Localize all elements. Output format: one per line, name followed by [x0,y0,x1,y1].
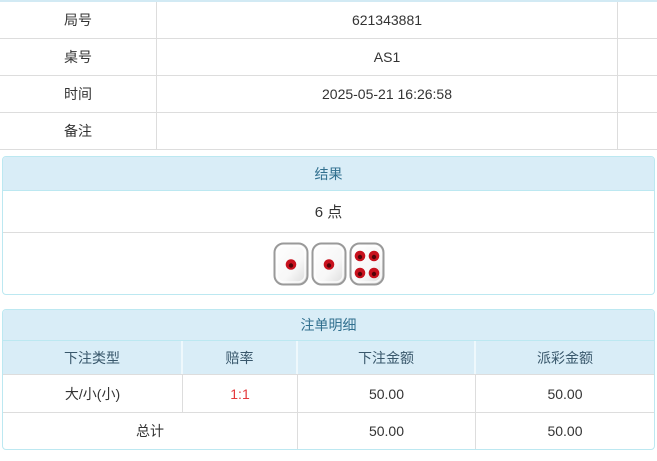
time-value: 2025-05-21 16:26:58 [157,76,618,112]
bets-panel: 注单明细 下注类型 赔率 下注金额 派彩金额 大/小(小) 1:1 50.00 … [2,309,655,450]
die-face-1-icon [311,242,346,285]
total-payout: 50.00 [547,423,583,439]
round-number-value: 621343881 [157,2,618,38]
table-number-value: AS1 [157,39,618,75]
col-header-bet-amount: 下注金额 [298,341,476,374]
table-number-label: 桌号 [0,39,157,75]
result-panel: 结果 6 点 [2,156,655,295]
row-spacer [618,39,657,75]
row-spacer [618,76,657,112]
game-info-table: 局号 621343881 桌号 AS1 时间 2025-05-21 16:26:… [0,0,657,150]
total-label: 总计 [3,413,298,449]
payout-value: 50.00 [547,385,583,402]
odds-value: 1:1 [183,375,298,412]
table-row: 桌号 AS1 [0,39,657,76]
die-face-4-icon [349,242,384,285]
bets-total-row: 总计 50.00 50.00 [3,413,654,449]
col-header-payout: 派彩金额 [537,349,593,366]
row-spacer [618,2,657,38]
bets-panel-title: 注单明细 [3,310,654,341]
result-points: 6 点 [3,191,654,233]
table-row: 时间 2025-05-21 16:26:58 [0,76,657,113]
row-spacer [618,113,657,149]
result-panel-title: 结果 [3,157,654,191]
table-row: 局号 621343881 [0,2,657,39]
bets-table-header: 下注类型 赔率 下注金额 派彩金额 [3,341,654,375]
die-face-1-icon [273,242,308,285]
col-header-odds: 赔率 [183,341,298,374]
bet-record-row: 大/小(小) 1:1 50.00 50.00 [3,375,654,413]
remark-value [157,113,618,149]
bet-amount-value: 50.00 [298,375,476,412]
bet-detail-page: 局号 621343881 桌号 AS1 时间 2025-05-21 16:26:… [0,0,657,450]
dice-result-row [3,233,654,294]
time-label: 时间 [0,76,157,112]
round-number-label: 局号 [0,2,157,38]
total-bet-amount: 50.00 [298,413,476,449]
col-header-bet-type: 下注类型 [3,341,183,374]
table-row: 备注 [0,113,657,150]
bet-type-value: 大/小(小) [3,375,183,412]
remark-label: 备注 [0,113,157,149]
